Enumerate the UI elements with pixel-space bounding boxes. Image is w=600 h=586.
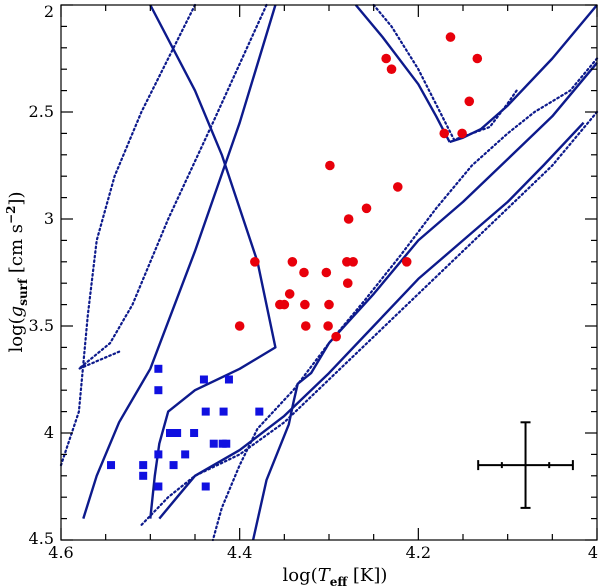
red-circle-point-22 <box>284 289 295 299</box>
blue-square-point-17 <box>139 461 148 470</box>
x-axis-label-sub: eff <box>330 575 349 586</box>
y-tick-label-3: 3 <box>44 209 54 228</box>
red-circle-point-10 <box>361 203 372 214</box>
x-axis-label-post: [K]) <box>347 565 387 586</box>
red-circle-point-24 <box>324 299 334 310</box>
red-circle-point-1 <box>381 53 391 64</box>
red-circle-point-16 <box>401 257 412 267</box>
y-axis-label-var: g <box>6 306 27 318</box>
x-tick-label-3: 4.2 <box>406 543 431 562</box>
blue-square-point-8 <box>165 429 174 437</box>
x-axis-label: log(Teff [K]) <box>283 565 388 586</box>
y-axis-label-post: ]) <box>6 192 27 206</box>
blue-square-point-7 <box>219 407 228 416</box>
red-circle-point-15 <box>348 257 358 267</box>
blue-square-point-3 <box>199 375 208 384</box>
blue-square-point-19 <box>139 471 148 480</box>
blue-square-point-6 <box>201 407 210 416</box>
blue-square-point-2 <box>154 386 163 395</box>
y-tick-label-5: 4 <box>44 423 54 442</box>
red-circle-point-25 <box>234 321 245 331</box>
red-circle-point-23 <box>300 299 310 310</box>
red-circle-point-5 <box>464 96 475 107</box>
red-circle-point-2 <box>386 64 397 74</box>
y-tick-label-2: 2.5 <box>29 102 54 121</box>
track-solid-3 <box>251 62 598 541</box>
track-dotted-7 <box>211 57 599 542</box>
red-circle-point-26 <box>300 321 311 331</box>
red-circle-point-6 <box>439 128 450 139</box>
red-circle-point-18 <box>321 267 332 278</box>
blue-square-point-21 <box>201 482 210 491</box>
track-solid-1 <box>449 4 598 144</box>
y-axis-label-sup: −2 <box>4 206 18 224</box>
track-dotted-10 <box>77 3 268 370</box>
track-solid-4 <box>158 121 585 520</box>
tracks-layer <box>59 3 599 542</box>
red-circle-point-7 <box>457 128 467 139</box>
red-circle-point-8 <box>325 160 335 171</box>
y-axis-label-unit: [cm s <box>6 224 27 279</box>
blue-square-point-16 <box>107 461 116 470</box>
y-tick-label-6: 4.5 <box>29 529 54 548</box>
errorbar-layer <box>477 421 574 509</box>
blue-square-point-13 <box>222 439 231 448</box>
x-tick-label-2: 4.4 <box>227 543 252 562</box>
red-circle-point-9 <box>392 182 403 192</box>
y-tick-label-1: 2 <box>44 2 54 21</box>
x-tick-label-4: 4 <box>588 543 598 562</box>
x-tick-label-1: 4.6 <box>48 543 73 562</box>
red-circle-point-3 <box>445 32 456 42</box>
y-axis-label-sub: surf <box>16 278 30 306</box>
track-solid-5 <box>82 4 277 519</box>
blue-square-point-9 <box>173 429 182 437</box>
blue-square-point-1 <box>154 364 163 373</box>
blue-square-point-14 <box>154 450 163 459</box>
red-circle-point-27 <box>323 321 333 331</box>
red-circle-point-21 <box>275 299 285 310</box>
blue-square-point-5 <box>255 407 264 416</box>
red-circle-point-12 <box>250 257 260 267</box>
markers-layer <box>107 32 483 491</box>
red-circle-point-13 <box>287 257 298 267</box>
red-circle-point-4 <box>472 53 483 64</box>
y-axis-label-pre: log( <box>6 317 27 352</box>
blue-square-point-10 <box>190 429 199 437</box>
blue-square-point-20 <box>154 482 163 491</box>
tick-labels-layer: 4.6 4.4 4.2 4 2 2.5 3 3.5 4 4.5 <box>29 2 598 562</box>
x-axis-label-var: T <box>318 565 332 586</box>
red-circle-point-17 <box>299 267 309 278</box>
red-circle-point-28 <box>331 331 341 342</box>
ticks-layer <box>60 4 598 541</box>
blue-square-point-4 <box>224 375 233 384</box>
track-dotted-9 <box>372 3 518 141</box>
track-dotted-8 <box>140 110 599 527</box>
track-solid-2 <box>354 4 451 143</box>
blue-square-point-15 <box>181 450 190 459</box>
blue-square-point-11 <box>209 439 218 448</box>
red-circle-point-11 <box>343 214 354 224</box>
track-dotted-11 <box>59 3 197 467</box>
y-axis-label: log(gsurf [cm s−2]) <box>4 192 30 353</box>
y-tick-label-4: 3.5 <box>29 316 54 335</box>
x-axis-label-pre: log( <box>283 565 318 586</box>
blue-square-point-18 <box>169 461 178 470</box>
red-circle-point-19 <box>342 278 353 289</box>
